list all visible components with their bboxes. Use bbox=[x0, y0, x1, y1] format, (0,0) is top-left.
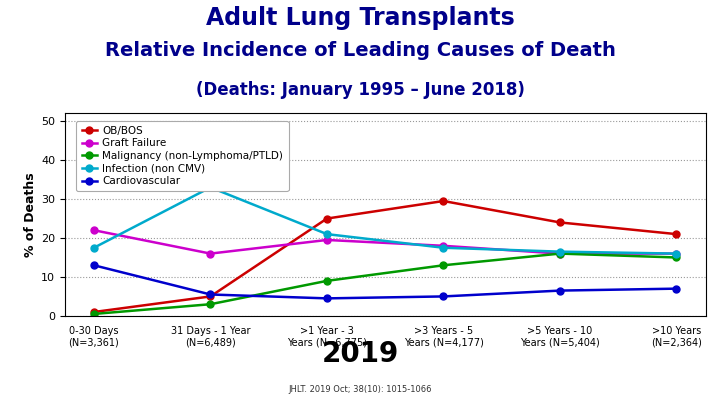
Line: Cardiovascular: Cardiovascular bbox=[91, 262, 680, 302]
Text: ISHLT: ISHLT bbox=[81, 347, 157, 371]
OB/BOS bbox=[89, 309, 98, 314]
Malignancy (non-Lymphoma/PTLD) bbox=[439, 263, 448, 268]
Graft Failure bbox=[672, 251, 681, 256]
Text: 2019: 2019 bbox=[321, 340, 399, 368]
Infection (non CMV) bbox=[89, 245, 98, 250]
Malignancy (non-Lymphoma/PTLD) bbox=[556, 251, 564, 256]
Malignancy (non-Lymphoma/PTLD) bbox=[206, 302, 215, 307]
OB/BOS bbox=[323, 216, 331, 221]
Graft Failure bbox=[89, 228, 98, 232]
Graft Failure bbox=[323, 237, 331, 242]
Graft Failure bbox=[556, 251, 564, 256]
Infection (non CMV) bbox=[556, 249, 564, 254]
Infection (non CMV) bbox=[206, 185, 215, 190]
Line: Malignancy (non-Lymphoma/PTLD): Malignancy (non-Lymphoma/PTLD) bbox=[91, 250, 680, 318]
Text: Adult Lung Transplants: Adult Lung Transplants bbox=[206, 6, 514, 30]
Line: Graft Failure: Graft Failure bbox=[91, 227, 680, 257]
OB/BOS bbox=[206, 294, 215, 299]
Infection (non CMV) bbox=[439, 245, 448, 250]
Y-axis label: % of Deaths: % of Deaths bbox=[24, 173, 37, 257]
Cardiovascular bbox=[206, 292, 215, 297]
Cardiovascular bbox=[556, 288, 564, 293]
Infection (non CMV) bbox=[672, 251, 681, 256]
Cardiovascular bbox=[439, 294, 448, 299]
Cardiovascular bbox=[89, 263, 98, 268]
Graft Failure bbox=[206, 251, 215, 256]
OB/BOS bbox=[439, 198, 448, 203]
Line: Infection (non CMV): Infection (non CMV) bbox=[91, 184, 680, 257]
Text: Relative Incidence of Leading Causes of Death: Relative Incidence of Leading Causes of … bbox=[104, 40, 616, 60]
Graft Failure bbox=[439, 243, 448, 248]
OB/BOS bbox=[672, 232, 681, 237]
Malignancy (non-Lymphoma/PTLD) bbox=[323, 278, 331, 283]
Text: (Deaths: January 1995 – June 2018): (Deaths: January 1995 – June 2018) bbox=[196, 81, 524, 99]
Malignancy (non-Lymphoma/PTLD) bbox=[672, 255, 681, 260]
Malignancy (non-Lymphoma/PTLD) bbox=[89, 311, 98, 316]
Cardiovascular bbox=[672, 286, 681, 291]
Cardiovascular bbox=[323, 296, 331, 301]
Legend: OB/BOS, Graft Failure, Malignancy (non-Lymphoma/PTLD), Infection (non CMV), Card: OB/BOS, Graft Failure, Malignancy (non-L… bbox=[76, 121, 289, 192]
Text: JHLT. 2019 Oct; 38(10): 1015-1066: JHLT. 2019 Oct; 38(10): 1015-1066 bbox=[288, 385, 432, 394]
Line: OB/BOS: OB/BOS bbox=[91, 198, 680, 315]
Infection (non CMV) bbox=[323, 232, 331, 237]
OB/BOS bbox=[556, 220, 564, 225]
Text: ISHLT • INTERNATIONAL SOCIETY FOR HEART AND LUNG TRANSPLANTATION: ISHLT • INTERNATIONAL SOCIETY FOR HEART … bbox=[15, 385, 222, 390]
